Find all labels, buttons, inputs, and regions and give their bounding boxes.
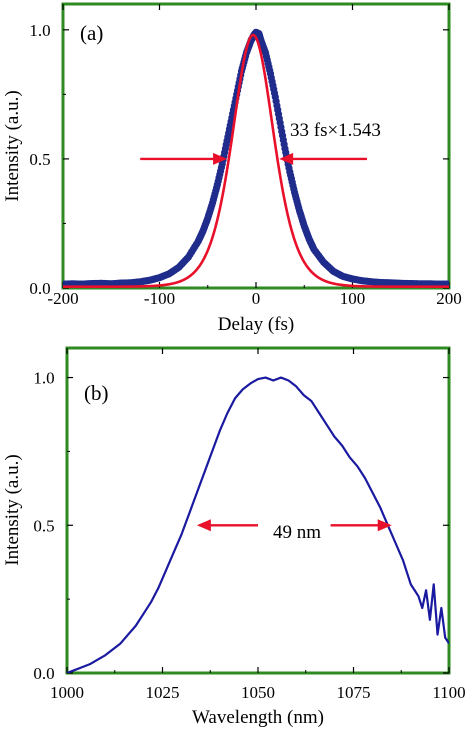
panel-a-chart: -200 -100 0 100 200 0.0 0.5 1.0 (a) 33 fs×1.543… — [2, 2, 462, 335]
panel-a-x-tick-label: -200 — [47, 289, 78, 308]
panel-a-x-tick-label: -100 — [144, 289, 175, 308]
panel-b-data — [67, 376, 449, 673]
panel-b-y-tick-label: 0.0 — [33, 664, 54, 683]
panel-a-x-tick-label: 200 — [436, 289, 462, 308]
panel-a-x-tick-label: 0 — [252, 289, 261, 308]
panel-b-x-tick-label: 1000 — [50, 683, 84, 702]
panel-b-frame — [65, 346, 451, 675]
panel-a-label: (a) — [80, 21, 103, 45]
panel-a-annotations — [140, 152, 367, 165]
panel-b-x-tick-label: 1025 — [146, 683, 180, 702]
panel-a-y-tick-label: 0.0 — [29, 279, 50, 298]
panel-b-y-tick-label: 1.0 — [33, 369, 54, 388]
panel-a-y-tick-label: 0.5 — [29, 150, 50, 169]
fwhm-left-arrow-head — [213, 152, 228, 165]
fwhm-left-arrow-head — [196, 519, 211, 532]
panel-b-y-axis-label: Intensity (a.u.) — [2, 454, 23, 565]
fwhm-right-arrow-head — [279, 152, 294, 165]
spectrum-line — [67, 376, 449, 673]
panel-a-y-axis-label: Intensity (a.u.) — [2, 90, 23, 201]
panel-b-x-tick-label: 1100 — [432, 683, 465, 702]
panel-a-frame — [61, 2, 451, 290]
panel-a-x-axis-label: Delay (fs) — [218, 314, 295, 335]
panel-a-data — [63, 28, 449, 288]
panel-a-annotation-text: 33 fs×1.543 — [290, 120, 381, 141]
panel-a-y-tick-label: 1.0 — [29, 21, 50, 40]
panel-b-label: (b) — [84, 381, 109, 405]
panel-b-x-tick-label: 1050 — [241, 683, 275, 702]
panel-b-annotation-text: 49 nm — [273, 522, 321, 543]
panel-a-x-tick-label: 100 — [340, 289, 366, 308]
panel-b-x-tick-label: 1075 — [337, 683, 371, 702]
panel-b-ticks: 1000 1025 1050 1075 1100 0.0 0.5 1.0 — [33, 348, 466, 702]
panel-b-y-tick-label: 0.5 — [33, 516, 54, 535]
panel-b-x-axis-label: Wavelength (nm) — [192, 707, 324, 728]
fwhm-right-arrow-head — [377, 519, 392, 532]
panel-b-annotations — [196, 519, 392, 532]
fit-curve — [63, 33, 449, 288]
